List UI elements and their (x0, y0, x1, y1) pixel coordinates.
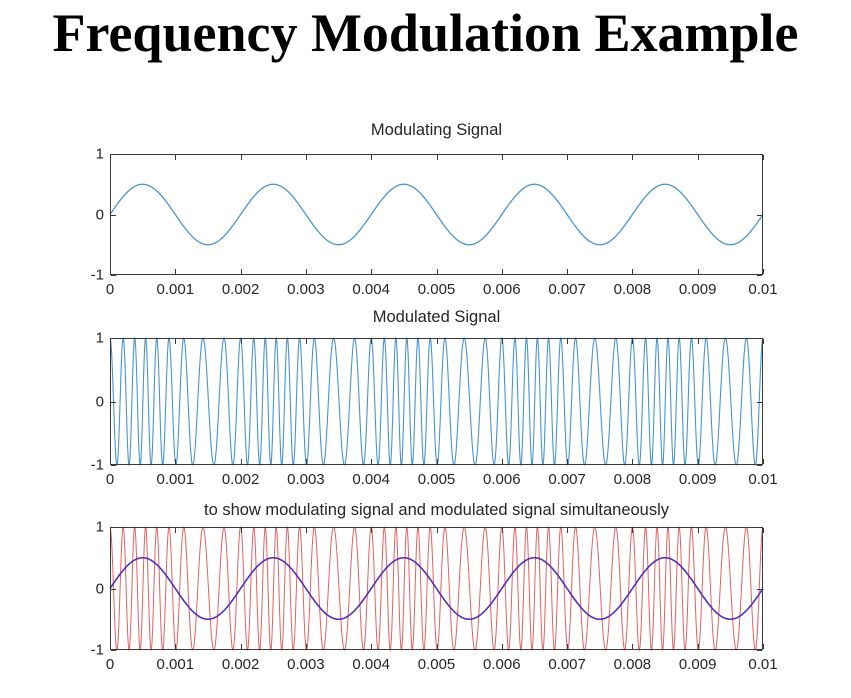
x-tick-label: 0.001 (156, 281, 195, 298)
x-tick-label: 0.006 (483, 471, 521, 488)
y-tick-label: 1 (95, 145, 104, 163)
y-tick-label: 1 (95, 518, 104, 536)
x-tick-label: 0.007 (548, 656, 586, 673)
x-tick-label: 0.003 (287, 471, 325, 488)
x-tick-label: 0.001 (156, 656, 195, 673)
x-tick-label: 0.009 (678, 471, 717, 488)
y-tick-label: -1 (90, 456, 104, 474)
chart-title: Modulating Signal (370, 121, 503, 139)
x-tick-label: 0.007 (548, 281, 586, 298)
x-tick-label: 0.002 (221, 281, 260, 298)
x-tick-label: 0.01 (748, 471, 778, 488)
y-tick-label: 0 (95, 393, 104, 410)
x-tick-label: 0.003 (287, 656, 325, 673)
y-tick-label: 0 (95, 206, 104, 223)
x-tick-label: 0.009 (678, 656, 717, 673)
fm-modulated-signal-line (109, 525, 764, 651)
page-title: Frequency Modulation Example (52, 3, 799, 63)
x-tick-label: 0.002 (221, 471, 260, 488)
x-tick-label: 0.01 (748, 656, 778, 673)
plot-area (109, 525, 764, 651)
x-tick-label: 0.006 (483, 281, 521, 298)
x-tick-label: 0.008 (613, 656, 652, 673)
x-tick-label: 0 (105, 471, 115, 488)
x-tick-label: 0.001 (156, 471, 195, 488)
x-tick-label: 0.008 (613, 281, 652, 298)
modulating-signal-line (109, 183, 764, 246)
x-tick-label: 0.005 (417, 281, 456, 298)
x-tick-label: 0.004 (352, 656, 390, 673)
x-tick-label: 0.006 (483, 656, 521, 673)
x-tick-label: 0.004 (352, 281, 390, 298)
y-tick-label: 1 (95, 329, 104, 347)
x-tick-label: 0.008 (613, 471, 652, 488)
x-tick-label: 0.004 (352, 471, 390, 488)
y-tick-label: -1 (90, 641, 104, 659)
x-tick-label: 0.002 (221, 656, 260, 673)
x-tick-label: 0.005 (417, 656, 456, 673)
fm-modulated-signal-line (109, 336, 764, 467)
axes-frame (110, 154, 763, 275)
x-tick-label: 0 (105, 281, 115, 298)
y-tick-label: 0 (95, 580, 104, 597)
chart-title: to show modulating signal and modulated … (203, 501, 670, 519)
plot-area (109, 154, 764, 276)
x-tick-label: 0.005 (417, 471, 456, 488)
x-tick-label: 0 (105, 656, 115, 673)
modulating-signal-line (109, 556, 764, 621)
y-tick-label: -1 (90, 266, 104, 284)
plot-area (109, 336, 764, 467)
x-tick-label: 0.009 (678, 281, 717, 298)
axes-frame (110, 527, 763, 650)
x-tick-label: 0.003 (287, 281, 325, 298)
chart-title: Modulated Signal (372, 308, 501, 326)
axes-frame (110, 338, 763, 465)
x-tick-label: 0.007 (548, 471, 586, 488)
x-tick-label: 0.01 (748, 281, 778, 298)
